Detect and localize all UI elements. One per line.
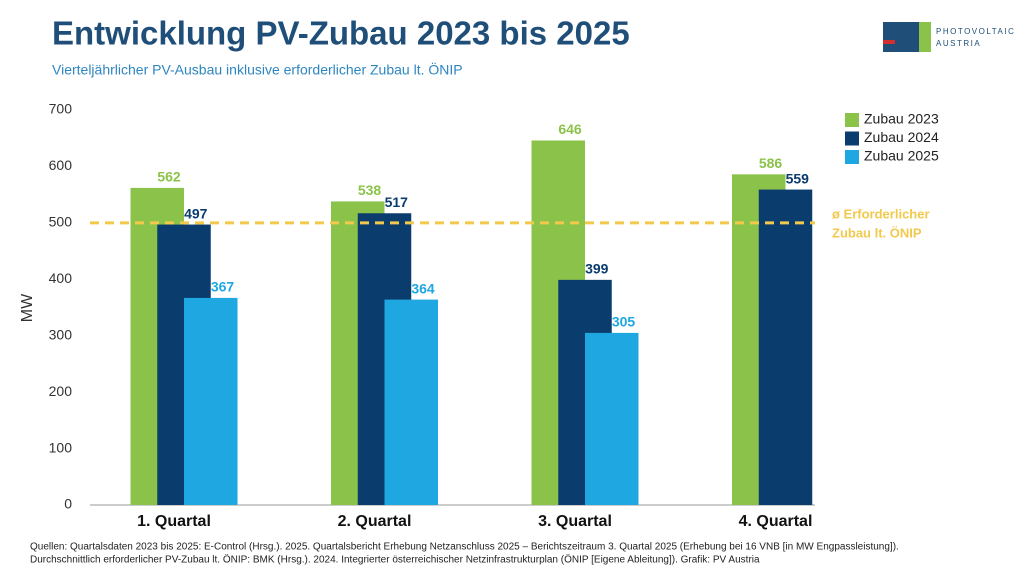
y-tick-label: 700 <box>49 101 73 117</box>
logo-icon <box>883 22 931 52</box>
value-label: 517 <box>385 194 409 210</box>
x-tick-label: 4. Quartal <box>739 513 813 530</box>
chart-title: Entwicklung PV-Zubau 2023 bis 2025 <box>52 15 630 52</box>
value-label: 367 <box>211 279 235 295</box>
bar <box>758 189 813 506</box>
reference-label: Zubau lt. ÖNIP <box>832 225 922 240</box>
y-tick-label: 100 <box>49 439 73 455</box>
logo-text: PHOTOVOLTAIC <box>936 27 1015 36</box>
y-tick-label: 200 <box>49 383 73 399</box>
source: Durchschnittlich erforderlicher PV-Zubau… <box>30 554 760 566</box>
value-label: 305 <box>612 314 636 330</box>
reference-label: ø Erforderlicher <box>832 206 930 221</box>
value-label: 364 <box>411 280 435 296</box>
value-label: 646 <box>558 121 582 137</box>
bar <box>184 297 238 505</box>
bar <box>585 332 639 505</box>
x-tick-label: 2. Quartal <box>338 513 412 530</box>
y-tick-label: 600 <box>49 157 73 173</box>
logo-text: AUSTRIA <box>936 39 981 48</box>
y-tick-label: 300 <box>49 326 73 342</box>
value-label: 562 <box>157 169 181 185</box>
source: Quellen: Quartalsdaten 2023 bis 2025: E-… <box>30 542 899 553</box>
value-label: 399 <box>585 261 609 277</box>
y-axis-label: MW <box>19 293 36 322</box>
y-tick-label: 500 <box>49 214 73 230</box>
bar <box>384 299 438 505</box>
y-tick-label: 400 <box>49 270 73 286</box>
chart-subtitle: Vierteljährlicher PV-Ausbau inklusive er… <box>52 61 463 78</box>
value-label: 559 <box>786 170 810 186</box>
legend-label: Zubau 2023 <box>864 111 939 127</box>
legend-label: Zubau 2025 <box>864 148 939 164</box>
y-tick-label: 0 <box>64 496 72 512</box>
x-tick-label: 3. Quartal <box>538 513 612 530</box>
value-label: 497 <box>184 205 208 221</box>
value-label: 538 <box>358 182 382 198</box>
legend-label: Zubau 2024 <box>864 129 939 145</box>
legend-swatch <box>845 150 859 164</box>
x-tick-label: 1. Quartal <box>137 513 211 530</box>
value-label: 586 <box>759 155 783 171</box>
legend-swatch <box>845 113 859 127</box>
legend-swatch <box>845 131 859 146</box>
